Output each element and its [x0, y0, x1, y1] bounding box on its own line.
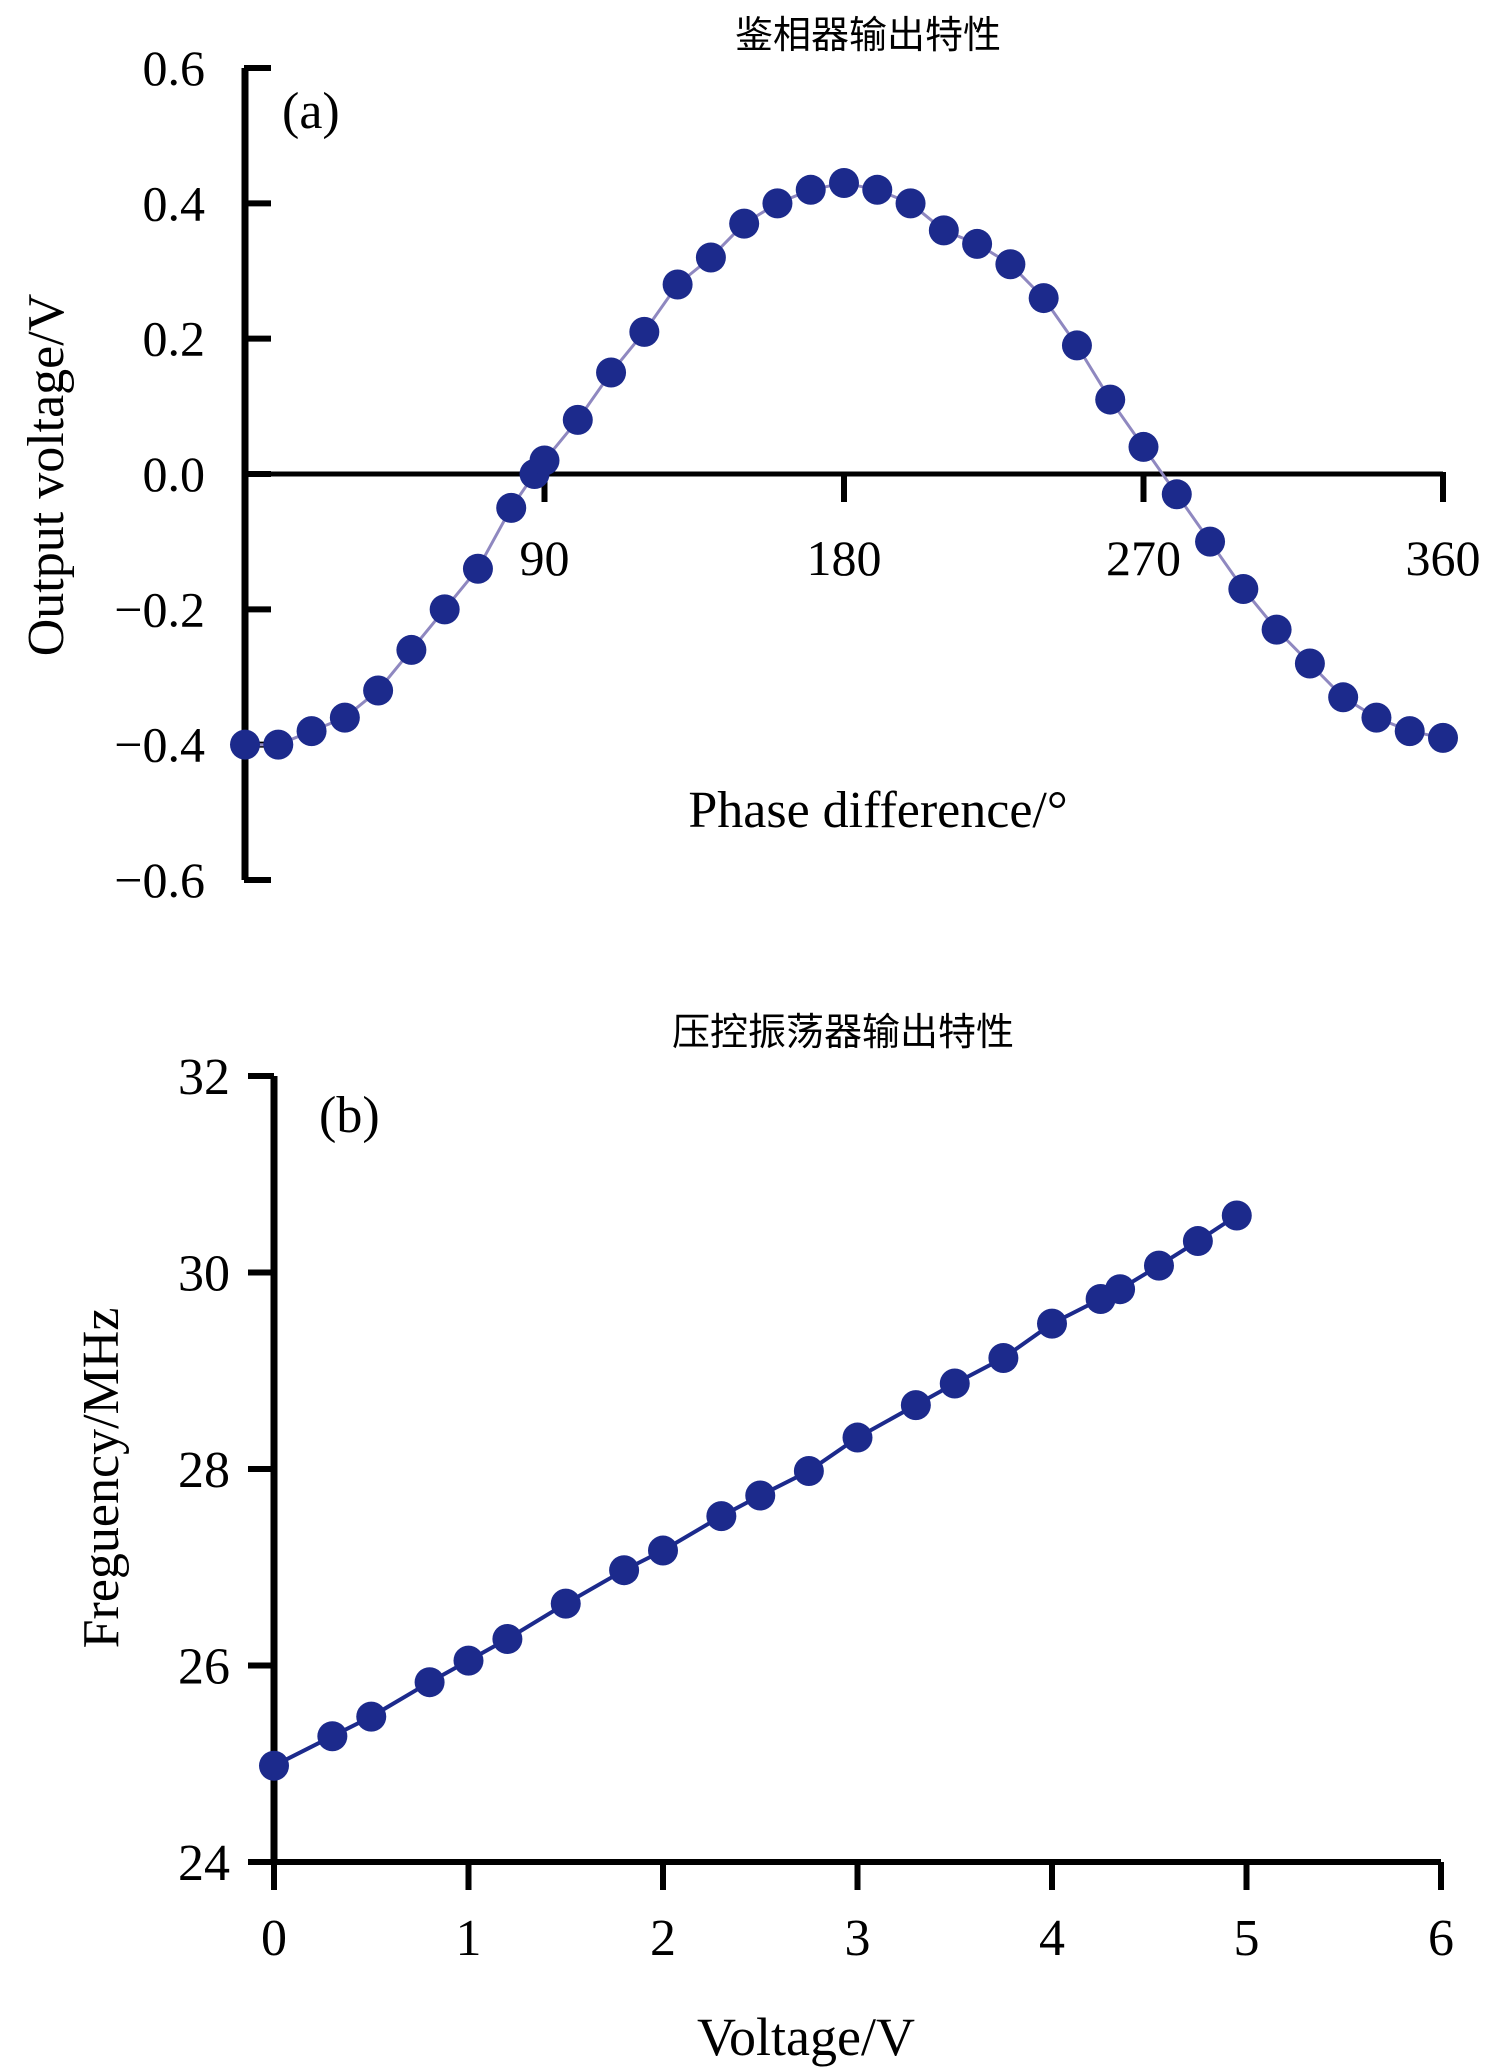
x-tick-label: 5: [1234, 1910, 1260, 1967]
panel-a-label: (a): [282, 83, 340, 140]
data-point: [492, 1623, 523, 1654]
data-point: [1361, 702, 1392, 733]
x-tick-label: 2: [650, 1910, 676, 1967]
data-point: [1294, 648, 1325, 679]
data-point: [396, 634, 427, 665]
data-point: [496, 492, 527, 523]
data-point: [329, 702, 360, 733]
panel-a: 鉴相器输出特性 (a) Phase difference/° Output vo…: [18, 13, 1481, 908]
data-point: [317, 1721, 348, 1752]
y-tick-label: 26: [178, 1639, 230, 1696]
data-point: [629, 316, 660, 347]
data-point: [259, 1750, 289, 1781]
data-point: [263, 729, 294, 760]
data-point: [429, 594, 460, 625]
y-tick-label: −0.6: [114, 852, 205, 908]
y-tick-label: 32: [178, 1049, 230, 1106]
x-tick-label: 6: [1428, 1910, 1454, 1967]
data-point: [1095, 384, 1126, 415]
data-point: [706, 1501, 737, 1532]
data-point: [1061, 330, 1092, 361]
x-tick-label: 1: [456, 1910, 482, 1967]
y-tick-label: −0.2: [114, 581, 205, 637]
panel-a-axes: −0.6 −0.4 −0.2 0.0 0.2 0.4 0.6 90 180 270 360: [114, 40, 1480, 908]
data-point: [356, 1701, 387, 1732]
data-point: [988, 1342, 1019, 1373]
x-tick-label: 270: [1106, 530, 1181, 586]
panel-b: 压控振荡器输出特性 (b) Voltage/V Freguency/MHz 24…: [73, 1010, 1454, 2067]
x-tick-label: 4: [1039, 1910, 1065, 1967]
data-point: [1161, 479, 1192, 510]
data-point: [762, 188, 793, 219]
panel-b-plot-area: [259, 1200, 1252, 1781]
series-line: [245, 181, 1444, 747]
panel-b-ylabel: Freguency/MHz: [73, 1308, 130, 1649]
x-tick-label: 180: [807, 530, 882, 586]
panel-b-title: 压控振荡器输出特性: [672, 1010, 1014, 1054]
data-point: [995, 249, 1026, 280]
y-tick-label: 28: [178, 1442, 230, 1499]
panel-b-xlabel: Voltage/V: [697, 2007, 915, 2067]
data-point: [1221, 1200, 1252, 1231]
x-tick-label: 90: [520, 530, 570, 586]
data-point: [745, 1480, 776, 1511]
y-tick-label: 24: [178, 1835, 230, 1892]
data-point: [230, 729, 260, 760]
data-point: [793, 1455, 824, 1486]
panel-a-xlabel: Phase difference/°: [688, 782, 1067, 839]
data-point: [453, 1645, 484, 1676]
data-point: [695, 242, 726, 273]
data-point: [596, 357, 627, 388]
x-tick-label: 0: [261, 1910, 287, 1967]
data-point: [1028, 283, 1059, 314]
data-point: [296, 716, 327, 747]
data-point: [648, 1535, 678, 1566]
data-point: [1228, 574, 1259, 605]
panel-a-plot-area: [230, 168, 1458, 760]
panel-b-axes: 24 26 28 30 32 0 1 2 3 4 5 6: [178, 1049, 1454, 1967]
data-point: [928, 215, 959, 246]
y-tick-label: −0.4: [114, 717, 205, 773]
data-point: [962, 228, 993, 259]
data-point: [550, 1588, 581, 1619]
data-point: [462, 553, 493, 584]
data-point: [562, 404, 593, 435]
data-point: [1105, 1274, 1136, 1305]
data-point: [363, 675, 394, 706]
y-tick-label: 0.4: [143, 175, 206, 231]
y-tick-label: 30: [178, 1246, 230, 1303]
data-point: [829, 168, 859, 199]
data-point: [609, 1555, 640, 1586]
data-point: [1128, 431, 1159, 462]
y-tick-label: 0.6: [143, 40, 206, 96]
panel-a-ylabel: Output voltage/V: [18, 294, 75, 657]
data-point: [900, 1390, 931, 1421]
x-tick-label: 3: [845, 1910, 871, 1967]
y-tick-label: 0.2: [143, 311, 206, 367]
data-point: [1037, 1308, 1067, 1339]
data-point: [662, 269, 693, 300]
data-point: [1428, 722, 1458, 753]
data-point: [1261, 614, 1292, 645]
data-point: [939, 1368, 970, 1399]
data-point: [1328, 682, 1359, 713]
panel-b-label: (b): [319, 1087, 380, 1144]
data-point: [729, 208, 760, 239]
x-tick-label: 360: [1406, 530, 1481, 586]
panel-a-title: 鉴相器输出特性: [735, 13, 1001, 57]
data-point: [842, 1422, 873, 1453]
data-point: [529, 445, 560, 476]
data-point: [862, 174, 893, 205]
data-point: [1195, 526, 1226, 557]
data-point: [414, 1667, 445, 1698]
y-tick-label: 0.0: [143, 446, 206, 502]
data-point: [1182, 1226, 1213, 1257]
data-point: [1143, 1250, 1174, 1281]
data-point: [1394, 716, 1425, 747]
data-point: [895, 188, 926, 219]
data-point: [795, 174, 826, 205]
